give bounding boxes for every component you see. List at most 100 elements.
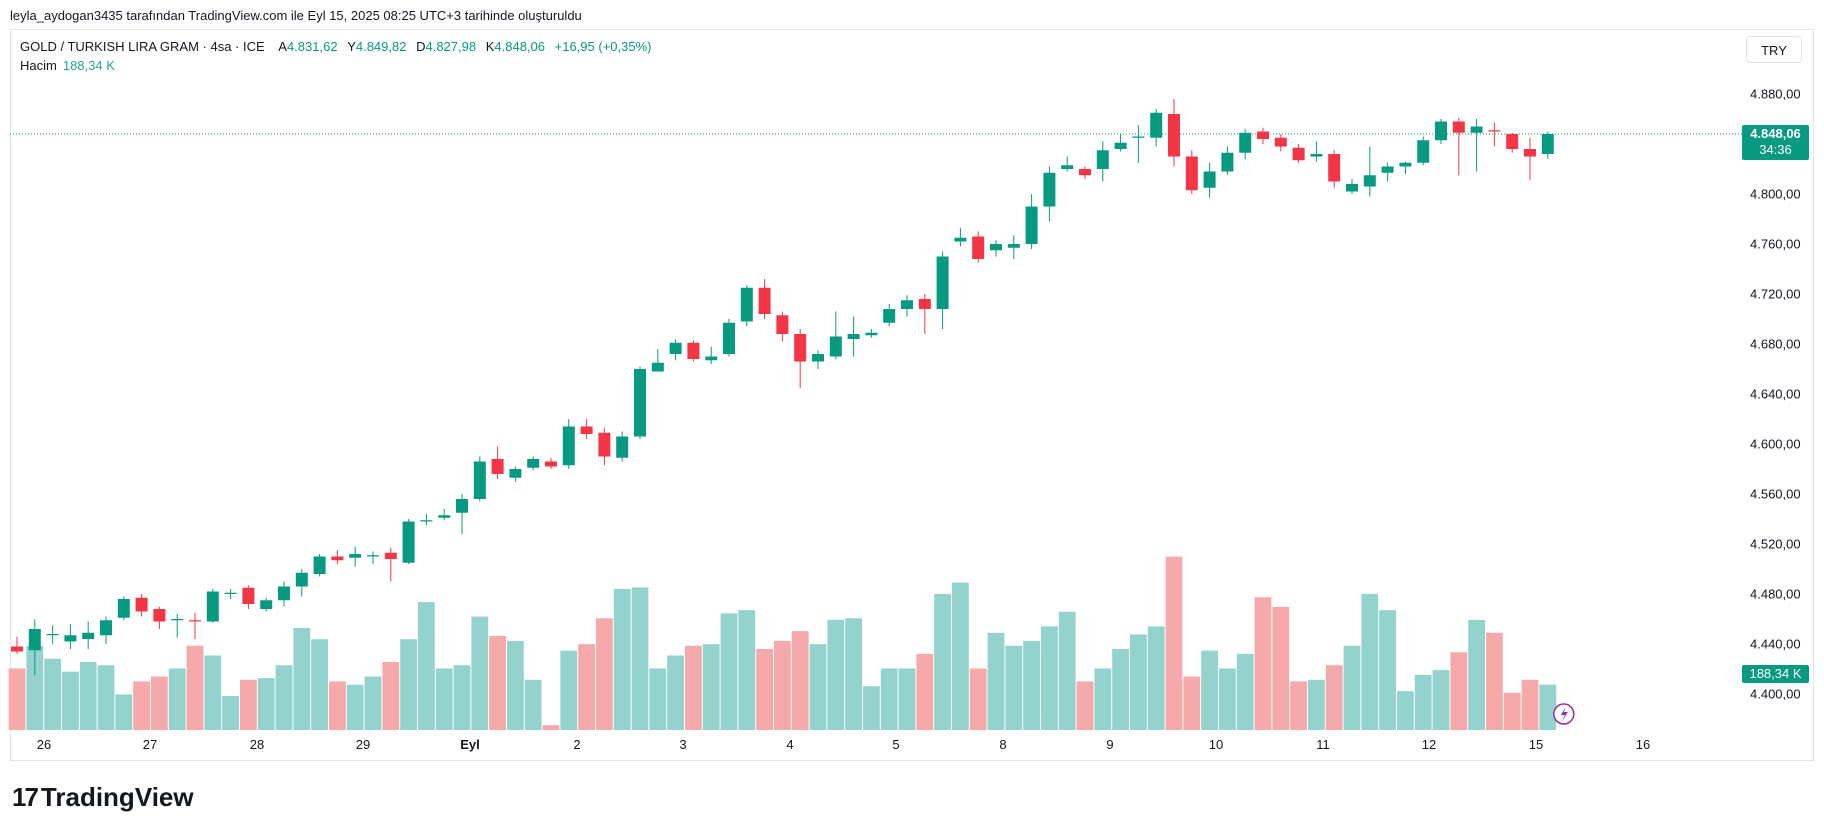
candle-body [1203, 171, 1216, 188]
volume-bar [1503, 692, 1521, 730]
low-label: D [416, 39, 426, 54]
candle-body [776, 315, 789, 334]
symbol-title[interactable]: GOLD / TURKISH LIRA GRAM · 4sa · ICE [20, 39, 265, 54]
time-tick-label: 5 [892, 737, 900, 752]
time-tick-label: 2 [573, 737, 581, 752]
volume-bar [8, 668, 26, 730]
volume-bar [987, 632, 1005, 730]
candle-body [384, 552, 397, 559]
volume-label[interactable]: Hacim [20, 58, 57, 73]
chart-frame[interactable] [10, 29, 1814, 761]
volume-bar [44, 658, 61, 730]
volume-bar [1361, 593, 1379, 730]
candle-body [990, 244, 1002, 251]
close-value: 4.848,06 [494, 39, 545, 54]
volume-bar [1325, 665, 1343, 730]
volume-bar [1183, 676, 1201, 730]
candle-body [135, 597, 148, 612]
volume-bar [1486, 632, 1503, 730]
volume-bar [1058, 611, 1076, 730]
volume-bar [756, 649, 773, 730]
time-tick-label: 27 [142, 737, 158, 752]
candle-body [46, 634, 59, 636]
last-price-tag: 4.848,06 34:36 [1742, 125, 1809, 160]
candle-body [82, 632, 95, 639]
volume-bar [791, 631, 809, 730]
volume-bar [1147, 626, 1165, 730]
candle-body [367, 555, 379, 557]
volume-bar [97, 665, 115, 730]
candle-body [669, 342, 682, 354]
candle-body [580, 426, 593, 434]
candle-body [1470, 126, 1483, 133]
candle-body [313, 556, 326, 574]
volume-bar [418, 602, 435, 730]
time-tick-label: 28 [249, 737, 265, 752]
price-tick-label: 4.600,00 [1750, 436, 1801, 452]
time-tick-label: 11 [1316, 737, 1330, 752]
volume-bar [346, 684, 364, 730]
volume-bar [382, 661, 400, 730]
volume-bar [1201, 650, 1218, 730]
candle-body [64, 635, 77, 642]
candle-body [723, 322, 735, 354]
volume-bar [26, 645, 44, 730]
price-tick-label: 4.800,00 [1750, 186, 1801, 202]
volume-bar [62, 671, 79, 730]
volume-bar [151, 676, 168, 730]
candle-body [954, 237, 967, 242]
volume-bar [79, 661, 97, 730]
volume-bar [133, 681, 150, 730]
volume-bar [435, 668, 453, 730]
close-label: K [485, 39, 495, 54]
candle-body [402, 521, 415, 563]
volume-bar [311, 639, 328, 730]
candle-body [705, 356, 718, 361]
price-tick-label: 4.880,00 [1750, 86, 1801, 102]
candle-body [527, 459, 540, 468]
candle-body [847, 334, 860, 339]
volume-bar [560, 650, 578, 730]
candle-body [242, 587, 255, 604]
candle-body [206, 591, 219, 622]
candle-body [1488, 130, 1501, 132]
candle-body [634, 369, 646, 437]
time-tick-label: 16 [1635, 737, 1651, 752]
candle-body [1363, 175, 1376, 187]
volume-bar [863, 686, 880, 730]
time-tick-label: Eyl [460, 737, 480, 752]
candle-body [865, 332, 878, 336]
candle-body [1221, 152, 1234, 172]
volume-bar [1041, 626, 1058, 730]
volume-bar [1450, 652, 1468, 730]
time-tick-label: 26 [36, 737, 52, 752]
candle-body [1292, 147, 1305, 161]
candle-body [687, 342, 700, 359]
candle-body [117, 599, 130, 618]
volume-bar [596, 618, 613, 730]
time-tick-label: 29 [355, 737, 371, 752]
candle-body [1150, 112, 1163, 138]
open-label: A [278, 39, 287, 54]
candle-body [1257, 131, 1269, 139]
currency-button[interactable]: TRY [1746, 36, 1802, 63]
candle-body [1096, 150, 1109, 169]
volume-bar [542, 725, 560, 730]
candle-body [1079, 169, 1091, 176]
candle-body [438, 515, 451, 518]
volume-bar [1290, 681, 1307, 730]
volume-bar [204, 655, 222, 730]
candle-body [1025, 206, 1038, 244]
low-value: 4.827,98 [425, 39, 477, 54]
volume-bar [880, 668, 898, 730]
ohlc-legend: GOLD / TURKISH LIRA GRAM · 4sa · ICE A 4.… [20, 39, 651, 54]
volume-bar [400, 639, 417, 730]
candle-body [349, 554, 362, 558]
price-tick-label: 4.680,00 [1750, 336, 1801, 352]
volume-bar [774, 640, 791, 730]
volume-bar [578, 644, 595, 730]
volume-bar [168, 668, 186, 730]
candle-body [1043, 172, 1056, 207]
volume-bar [1272, 606, 1290, 730]
